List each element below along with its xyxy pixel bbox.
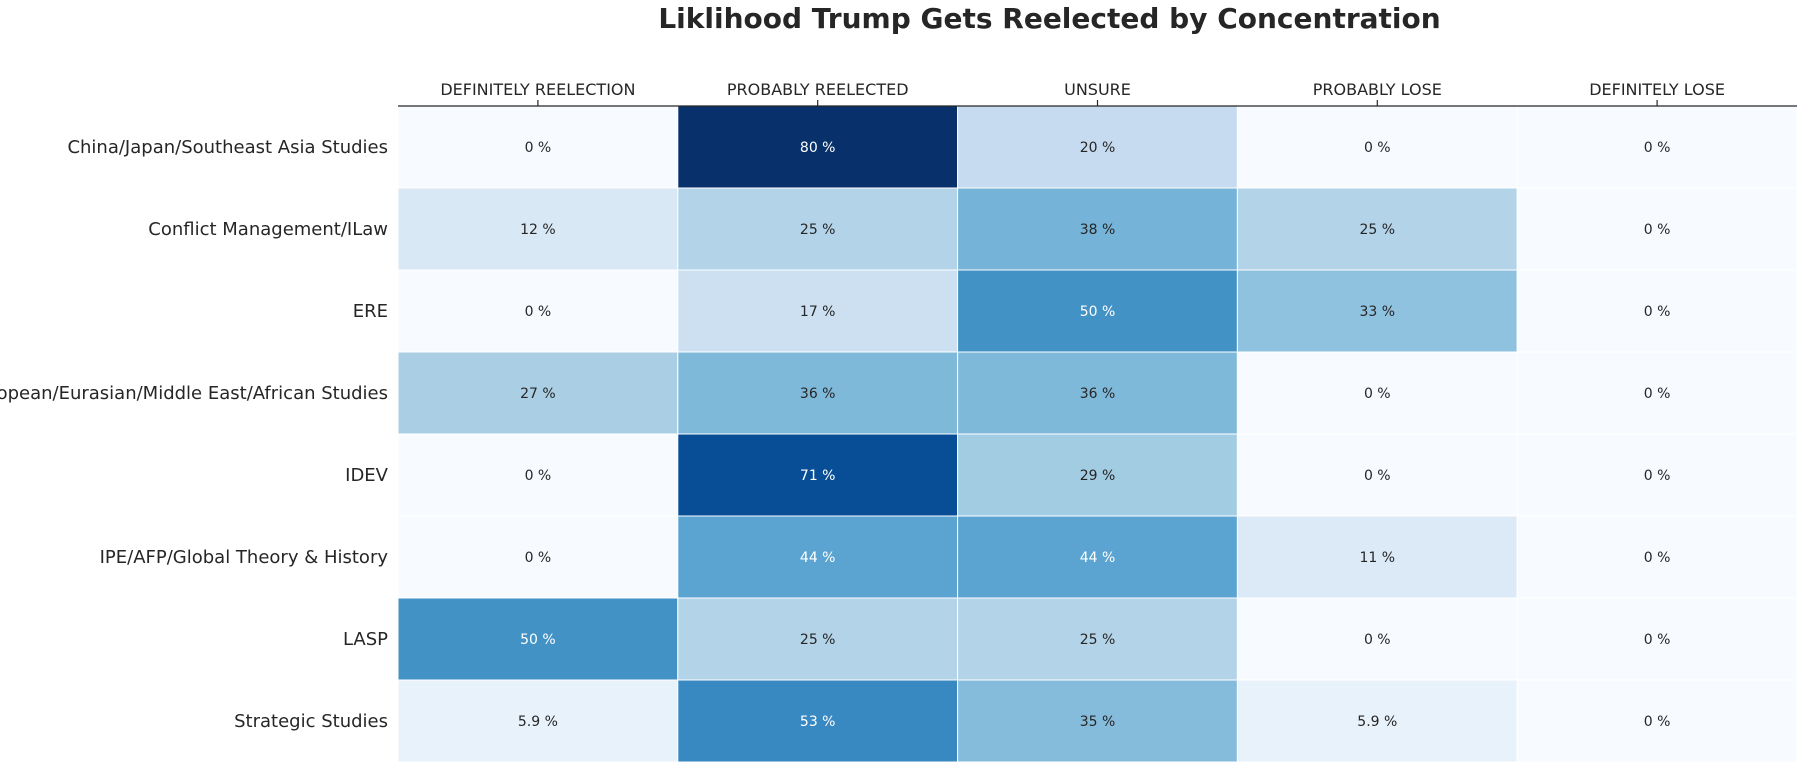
heatmap-cell <box>957 105 1238 189</box>
heatmap-cell <box>957 679 1238 763</box>
heatmap-cell <box>397 597 679 681</box>
cell-value-label: 0 % <box>1644 632 1671 648</box>
heatmap-cell <box>677 269 959 353</box>
heatmap-cell <box>957 269 1238 353</box>
heatmap-cell <box>1236 679 1518 763</box>
row-label: IDEV <box>345 465 389 486</box>
heatmap-cell <box>957 351 1238 435</box>
column-label: UNSURE <box>1064 80 1131 99</box>
row-label: European/Eurasian/Middle East/African St… <box>0 383 388 404</box>
heatmap-cell <box>1236 597 1518 681</box>
cell-value-label: 12 % <box>520 222 556 238</box>
heatmap-cell <box>677 187 959 271</box>
column-label: PROBABLY LOSE <box>1313 80 1442 99</box>
cell-value-label: 29 % <box>1080 468 1116 484</box>
cell-value-label: 20 % <box>1080 140 1116 156</box>
cell-value-label: 50 % <box>520 632 556 648</box>
cell-value-label: 0 % <box>1644 386 1671 402</box>
cell-value-label: 11 % <box>1360 550 1396 566</box>
chart-title: Liklihood Trump Gets Reelected by Concen… <box>658 2 1441 35</box>
cell-value-label: 35 % <box>1080 714 1116 730</box>
cell-value-label: 38 % <box>1080 222 1116 238</box>
cell-value-label: 0 % <box>1644 304 1671 320</box>
heatmap-cell <box>397 105 679 189</box>
cell-value-label: 36 % <box>800 386 836 402</box>
heatmap-cell <box>1516 269 1798 353</box>
heatmap-cell <box>1516 679 1798 763</box>
cell-value-label: 25 % <box>800 632 836 648</box>
cell-value-label: 0 % <box>525 304 552 320</box>
cell-value-label: 5.9 % <box>518 714 558 730</box>
cell-value-label: 0 % <box>1364 140 1391 156</box>
cell-value-label: 0 % <box>525 468 552 484</box>
heatmap-cell <box>957 187 1238 271</box>
column-label: DEFINITELY REELECTION <box>440 80 635 99</box>
cell-value-label: 27 % <box>520 386 556 402</box>
cell-value-label: 0 % <box>1644 468 1671 484</box>
cell-value-label: 5.9 % <box>1357 714 1397 730</box>
cell-value-label: 0 % <box>1644 714 1671 730</box>
cell-value-label: 44 % <box>1080 550 1116 566</box>
heatmap-cell <box>1516 515 1798 599</box>
cell-value-label: 0 % <box>525 550 552 566</box>
heatmap-cell <box>1516 187 1798 271</box>
row-label: IPE/AFP/Global Theory & History <box>100 547 389 568</box>
cell-value-label: 44 % <box>800 550 836 566</box>
heatmap-cell <box>397 433 679 517</box>
heatmap-cell <box>397 515 679 599</box>
row-label: LASP <box>343 629 388 650</box>
cell-value-label: 71 % <box>800 468 836 484</box>
row-label: Conflict Management/ILaw <box>148 219 388 240</box>
cell-value-label: 0 % <box>1644 222 1671 238</box>
heatmap-cell <box>1516 597 1798 681</box>
heatmap-cell <box>677 679 959 763</box>
heatmap-cell <box>1236 105 1518 189</box>
cell-value-label: 50 % <box>1080 304 1116 320</box>
row-label: China/Japan/Southeast Asia Studies <box>67 137 388 158</box>
cell-value-label: 0 % <box>1644 140 1671 156</box>
heatmap-cell <box>1236 269 1518 353</box>
cell-value-label: 0 % <box>525 140 552 156</box>
heatmap-cell <box>957 433 1238 517</box>
heatmap-cell <box>1236 187 1518 271</box>
heatmap-cell <box>1516 433 1798 517</box>
cell-value-label: 33 % <box>1360 304 1396 320</box>
cell-value-label: 36 % <box>1080 386 1116 402</box>
cell-value-label: 0 % <box>1364 468 1391 484</box>
cell-value-label: 0 % <box>1364 632 1391 648</box>
heatmap-cell <box>397 351 679 435</box>
cell-value-label: 80 % <box>800 140 836 156</box>
heatmap-cell <box>1236 351 1518 435</box>
heatmap-cell <box>677 433 959 517</box>
heatmap-cell <box>957 597 1238 681</box>
cell-value-label: 25 % <box>1360 222 1396 238</box>
cell-value-label: 25 % <box>1080 632 1116 648</box>
cell-value-label: 53 % <box>800 714 836 730</box>
cell-value-label: 0 % <box>1644 550 1671 566</box>
heatmap-cell <box>677 351 959 435</box>
heatmap-cell <box>1236 515 1518 599</box>
row-label: Strategic Studies <box>234 711 388 732</box>
heatmap-cell <box>1236 433 1518 517</box>
cell-value-label: 17 % <box>800 304 836 320</box>
heatmap-cell <box>397 679 679 763</box>
heatmap-cell <box>1516 351 1798 435</box>
column-label: DEFINITELY LOSE <box>1589 80 1725 99</box>
cell-value-label: 0 % <box>1364 386 1391 402</box>
cell-value-label: 25 % <box>800 222 836 238</box>
row-label: ERE <box>353 301 388 322</box>
column-label: PROBABLY REELECTED <box>727 80 909 99</box>
